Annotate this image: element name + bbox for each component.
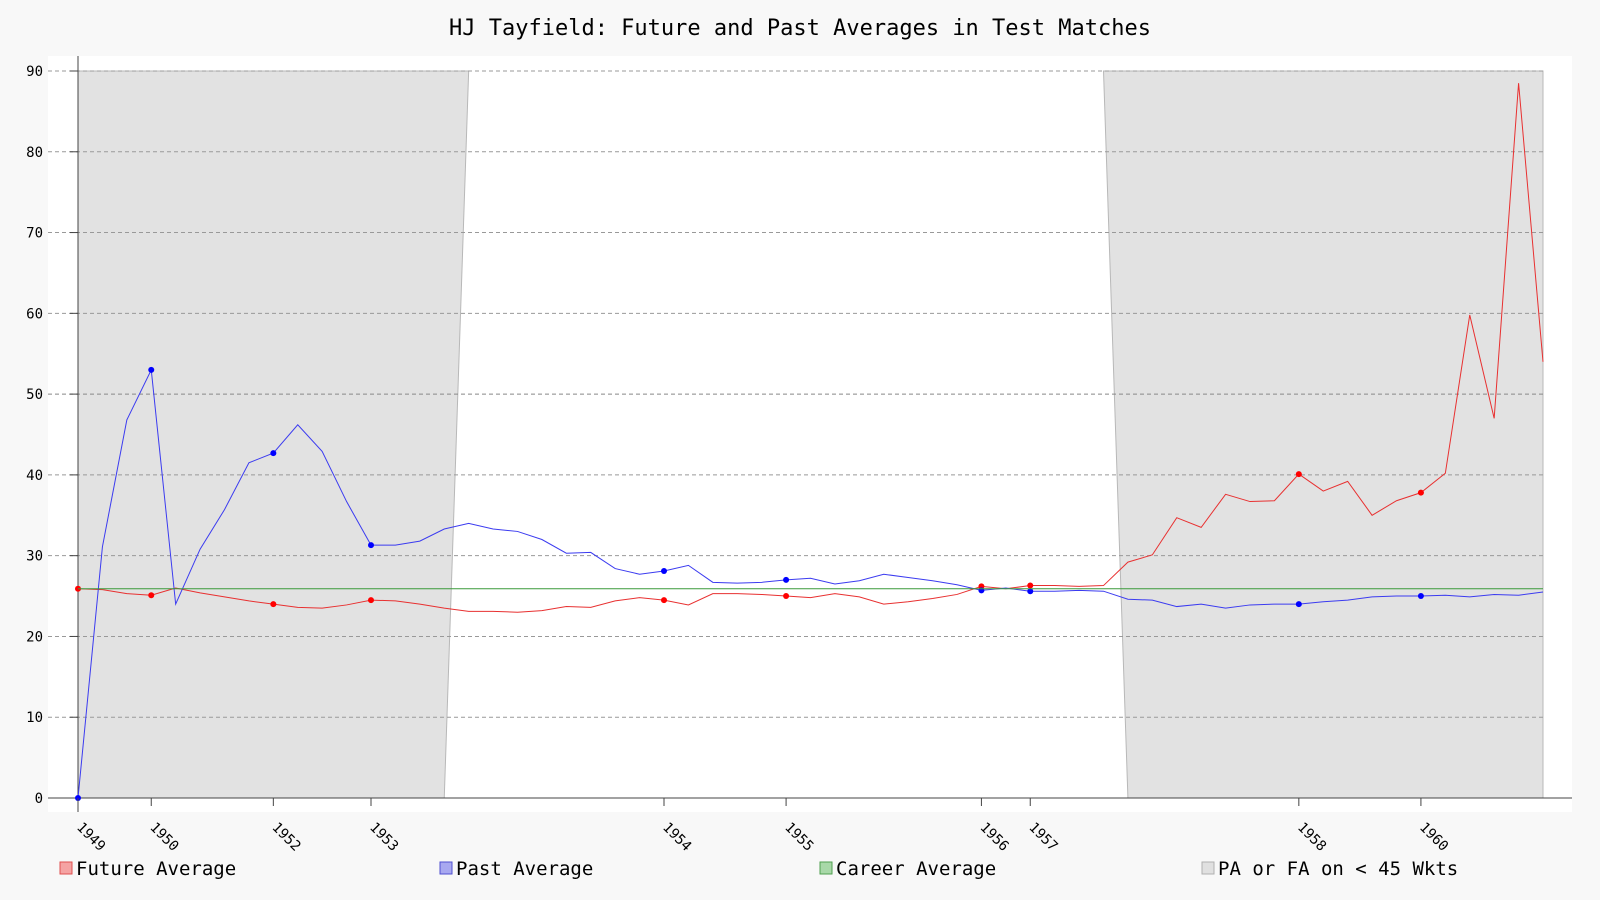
y-tick-label-90: 90: [26, 64, 43, 80]
legend-swatch-career-average: [819, 861, 833, 875]
past-average-point: [148, 366, 155, 373]
past-average-point: [1295, 601, 1302, 608]
legend-label-pa-or-fa-on-45-wkts: PA or FA on < 45 Wkts: [1218, 858, 1458, 880]
future-average-point: [661, 597, 667, 604]
past-average-point: [270, 450, 277, 457]
past-average-point: [368, 542, 374, 549]
past-average-point: [1417, 593, 1424, 600]
future-average-point: [1027, 582, 1034, 589]
y-axis-ticks: 0 10 20 30 40 50 60 70 80 90: [26, 64, 78, 807]
past-average-point: [1027, 588, 1034, 595]
y-tick-label-80: 80: [26, 145, 43, 161]
past-average-point: [783, 576, 790, 583]
legend: Future Average Past Average Career Average…: [59, 858, 1458, 880]
shaded-regions: [77, 70, 1544, 799]
y-tick-label-10: 10: [26, 710, 43, 726]
legend-label-future-average: Future Average: [76, 858, 236, 880]
future-average-point: [368, 597, 374, 604]
chart-title: HJ Tayfield: Future and Past Averages in…: [449, 16, 1151, 41]
shaded-region-2: [1102, 70, 1544, 799]
legend-swatch-pa-or-fa-on-45-wkts: [1201, 861, 1215, 875]
future-average-point: [1295, 471, 1302, 478]
y-tick-label-70: 70: [26, 226, 43, 242]
y-tick-label-0: 0: [35, 791, 43, 807]
y-tick-label-30: 30: [26, 549, 43, 565]
axes: [48, 56, 1572, 812]
past-average-point: [661, 568, 667, 575]
y-tick-label-60: 60: [26, 306, 43, 322]
series-lines: [75, 83, 1544, 801]
y-tick-label-20: 20: [26, 629, 43, 645]
legend-swatch-past-average: [439, 861, 453, 875]
future-average-point: [270, 601, 277, 608]
shaded-region-1: [77, 70, 470, 799]
legend-label-career-average: Career Average: [836, 858, 996, 880]
future-average-point: [1417, 489, 1424, 496]
future-average-point: [783, 593, 790, 600]
legend-swatch-future-average: [59, 861, 73, 875]
y-tick-label-40: 40: [26, 468, 43, 484]
y-tick-label-50: 50: [26, 387, 43, 403]
legend-label-past-average: Past Average: [456, 858, 593, 880]
future-average-point: [148, 592, 155, 599]
